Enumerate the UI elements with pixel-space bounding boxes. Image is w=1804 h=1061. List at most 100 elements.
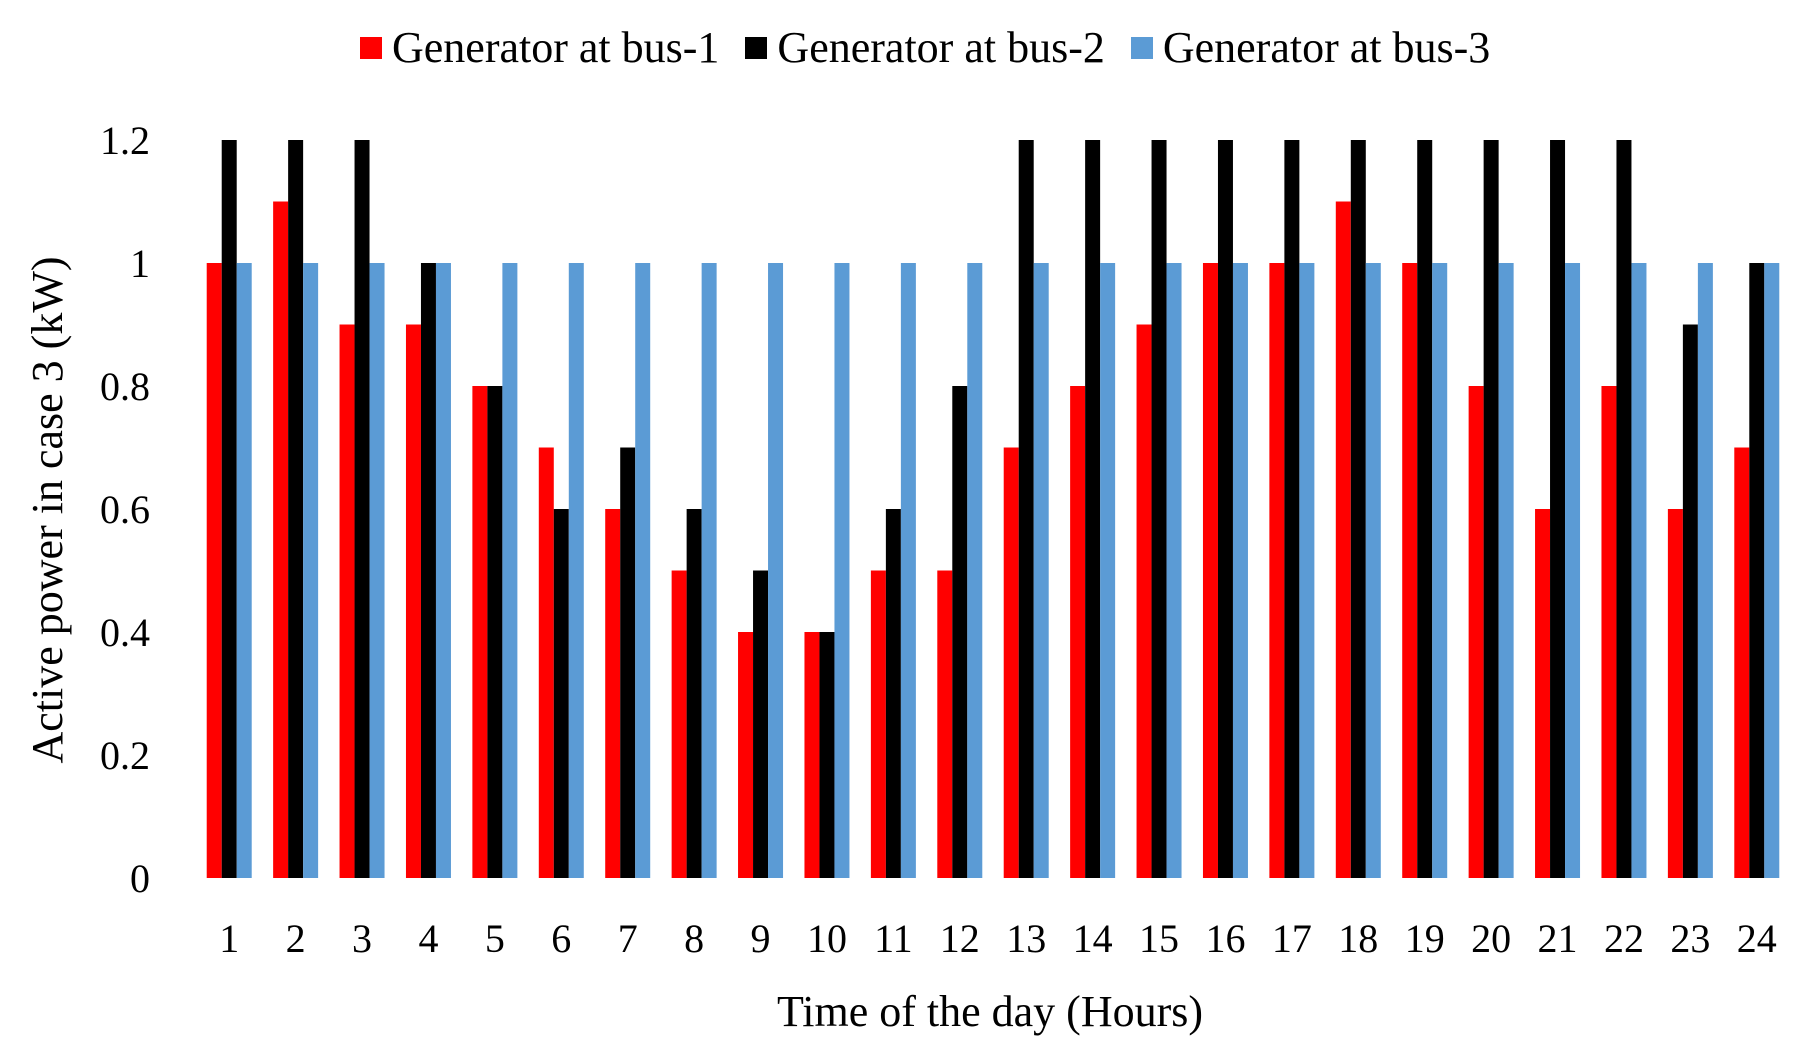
bar-9-series-1: [738, 632, 754, 878]
bar-2-series-1: [273, 201, 289, 878]
bar-17-series-3: [1299, 263, 1315, 878]
legend-label-bus-3: Generator at bus-3: [1162, 23, 1491, 72]
bar-10-series-3: [834, 263, 850, 878]
bar-8-series-1: [671, 570, 687, 878]
x-tick-label: 13: [1006, 916, 1046, 961]
bar-9-series-3: [768, 263, 784, 878]
bars-group: [206, 140, 1780, 878]
bar-6-series-3: [568, 263, 584, 878]
legend-item-bus-1: Generator at bus-1: [360, 22, 719, 73]
bar-19-series-3: [1432, 263, 1448, 878]
legend-label-bus-1: Generator at bus-1: [392, 23, 720, 72]
bar-15-series-2: [1151, 140, 1167, 878]
bar-7-series-1: [605, 509, 621, 878]
bar-16-series-3: [1232, 263, 1248, 878]
x-tick-label: 19: [1405, 916, 1445, 961]
bar-2-series-2: [288, 140, 304, 878]
bar-16-series-2: [1217, 140, 1233, 878]
bar-21-series-1: [1535, 509, 1551, 878]
bar-8-series-2: [686, 509, 702, 878]
bar-15-series-1: [1136, 324, 1152, 878]
bar-5-series-1: [472, 386, 488, 878]
legend-label-bus-2: Generator at bus-2: [777, 23, 1105, 72]
bar-17-series-1: [1269, 263, 1285, 878]
x-tick-label: 18: [1338, 916, 1378, 961]
x-tick-label: 8: [684, 916, 704, 961]
bar-21-series-3: [1565, 263, 1581, 878]
x-tick-label: 16: [1205, 916, 1245, 961]
x-tick-label: 12: [940, 916, 980, 961]
bar-15-series-3: [1166, 263, 1182, 878]
bar-21-series-2: [1550, 140, 1566, 878]
bar-5-series-3: [502, 263, 518, 878]
bar-24-series-1: [1734, 447, 1750, 878]
bar-12-series-1: [937, 570, 953, 878]
bar-13-series-1: [1003, 447, 1019, 878]
bar-1-series-3: [236, 263, 252, 878]
bar-20-series-3: [1498, 263, 1514, 878]
bar-23-series-2: [1682, 324, 1698, 878]
x-axis-ticks: 1 2 3 4 5 6 7 8 9 10 11 12 13 14 15 16 17 18 19 20 21 22 23 24: [219, 916, 1777, 961]
bar-10-series-1: [804, 632, 820, 878]
bar-23-series-3: [1697, 263, 1713, 878]
bar-1-series-2: [221, 140, 237, 878]
x-tick-label: 21: [1538, 916, 1578, 961]
x-tick-label: 6: [551, 916, 571, 961]
x-tick-label: 9: [751, 916, 771, 961]
bar-14-series-2: [1085, 140, 1101, 878]
bar-7-series-2: [620, 447, 636, 878]
x-tick-label: 23: [1670, 916, 1710, 961]
y-axis-ticks: 0 0.2 0.4 0.6 0.8 1 1.2: [100, 118, 150, 901]
x-tick-label: 11: [874, 916, 913, 961]
bar-11-series-1: [870, 570, 886, 878]
x-tick-label: 3: [352, 916, 372, 961]
x-tick-label: 2: [286, 916, 306, 961]
bar-14-series-3: [1100, 263, 1116, 878]
bar-24-series-3: [1764, 263, 1780, 878]
x-axis-label: Time of the day (Hours): [777, 987, 1203, 1036]
x-tick-label: 17: [1272, 916, 1312, 961]
bar-13-series-3: [1033, 263, 1049, 878]
x-tick-label: 5: [485, 916, 505, 961]
bar-12-series-3: [967, 263, 983, 878]
bar-4-series-1: [405, 324, 421, 878]
bar-6-series-1: [538, 447, 554, 878]
bar-11-series-2: [885, 509, 901, 878]
bar-13-series-2: [1018, 140, 1034, 878]
bar-18-series-3: [1365, 263, 1381, 878]
bar-20-series-1: [1468, 386, 1484, 878]
legend: Generator at bus-1 Generator at bus-2 Ge…: [360, 22, 1516, 73]
y-tick-label: 0.8: [100, 364, 150, 409]
y-tick-label: 1.2: [100, 118, 150, 163]
bar-9-series-2: [753, 570, 769, 878]
bar-3-series-2: [354, 140, 370, 878]
bar-3-series-1: [339, 324, 355, 878]
bar-18-series-2: [1350, 140, 1366, 878]
bar-2-series-3: [303, 263, 319, 878]
legend-item-bus-2: Generator at bus-2: [745, 22, 1105, 73]
legend-swatch-bus-3: [1130, 36, 1153, 59]
legend-item-bus-3: Generator at bus-3: [1130, 22, 1491, 73]
y-tick-label: 0: [130, 856, 150, 901]
bar-22-series-2: [1616, 140, 1632, 878]
bar-18-series-1: [1335, 201, 1351, 878]
y-tick-label: 1: [130, 241, 150, 286]
bar-3-series-3: [369, 263, 385, 878]
bar-8-series-3: [701, 263, 717, 878]
legend-swatch-bus-1: [360, 36, 382, 59]
x-tick-label: 4: [418, 916, 438, 961]
bar-5-series-2: [487, 386, 503, 878]
y-tick-label: 0.6: [100, 487, 150, 532]
x-tick-label: 15: [1139, 916, 1179, 961]
legend-swatch-bus-2: [745, 36, 768, 59]
y-axis-label: Active power in case 3 (kW): [23, 256, 72, 763]
x-tick-label: 7: [618, 916, 638, 961]
bar-19-series-1: [1402, 263, 1418, 878]
x-tick-label: 20: [1471, 916, 1511, 961]
bar-16-series-1: [1202, 263, 1218, 878]
bar-10-series-2: [819, 632, 835, 878]
bar-1-series-1: [206, 263, 222, 878]
bar-4-series-3: [435, 263, 451, 878]
bar-11-series-3: [900, 263, 916, 878]
